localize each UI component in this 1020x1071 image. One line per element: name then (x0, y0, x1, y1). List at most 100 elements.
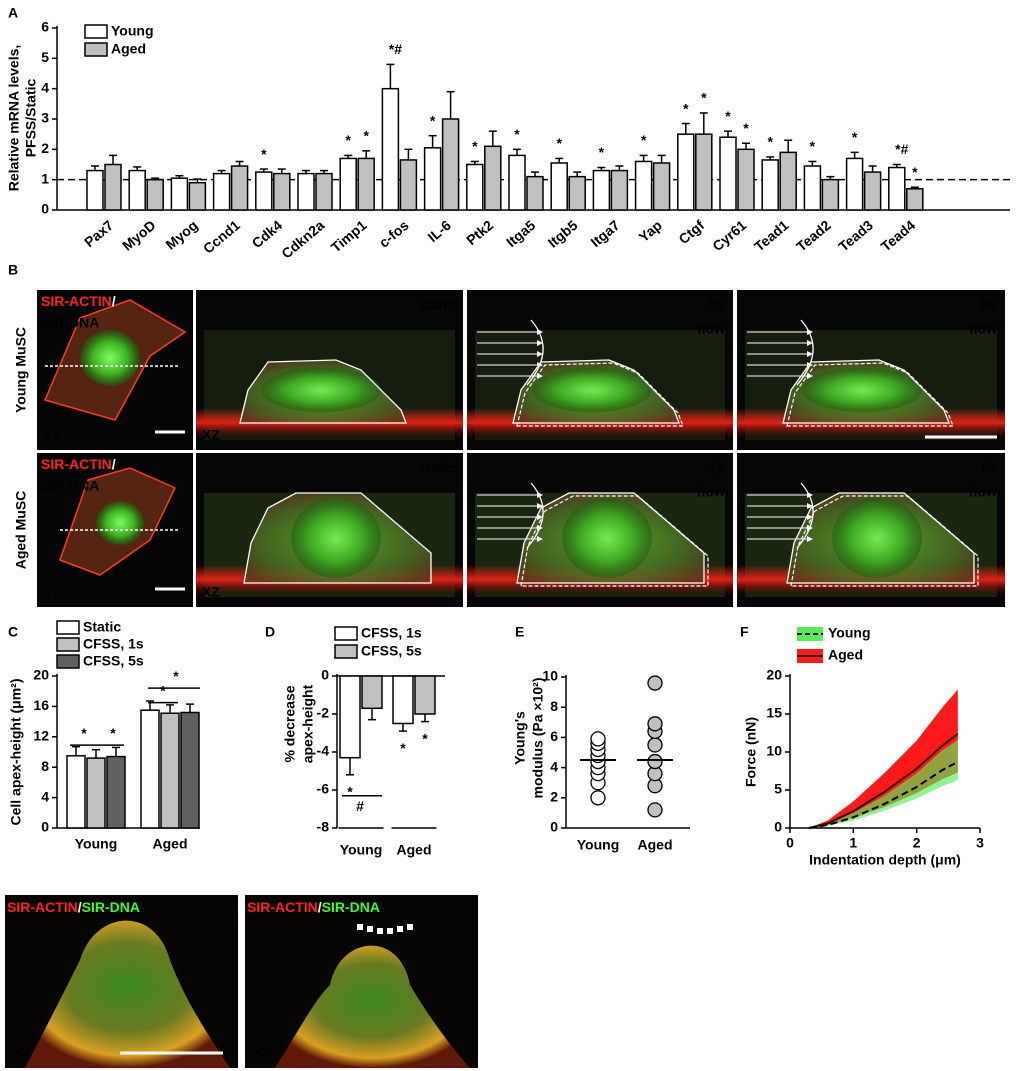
y-tick-label: 8 (550, 698, 558, 714)
data-point (647, 802, 663, 818)
apex-marker (407, 924, 413, 930)
x-axis-label: Indentation depth (μm) (809, 852, 961, 868)
significance-marker: * (345, 132, 351, 148)
flow-arrowhead (807, 373, 813, 379)
flow-profile (796, 482, 814, 549)
x-tick-label: Myog (162, 217, 200, 253)
panel-letter: A (8, 5, 18, 21)
legend-swatch (84, 24, 108, 39)
bar (863, 171, 882, 211)
bar (339, 157, 357, 211)
legend-label: CFSS, 1s (83, 636, 144, 652)
flow-profile (526, 482, 544, 549)
data-point (647, 737, 663, 753)
flow-arrowhead (537, 340, 543, 346)
x-tick-label: Itga7 (587, 217, 622, 250)
y-tick-label: 12 (33, 728, 49, 744)
bar (399, 159, 418, 211)
x-tick-label: Itga5 (503, 217, 538, 250)
bar (737, 148, 755, 211)
bar (466, 163, 484, 211)
stain-dna: SIR-DNA (322, 899, 380, 915)
significance-marker: * (767, 134, 773, 150)
bar (568, 175, 586, 211)
y-axis-label: apex-height (300, 684, 316, 763)
legend-label: CFSS, 5s (83, 653, 144, 669)
row-label: Young MuSC (13, 327, 29, 413)
significance-marker: * (400, 740, 406, 756)
bar (255, 171, 273, 211)
bar (66, 755, 86, 829)
nucleus (532, 368, 652, 412)
significance-marker: * (912, 164, 918, 180)
bar (423, 147, 442, 211)
bar (160, 712, 180, 829)
y-tick-label: 2 (550, 789, 558, 805)
flow-profile (526, 319, 544, 386)
bar (592, 169, 611, 211)
bar (106, 755, 126, 829)
nucleus (261, 368, 381, 412)
x-tick-label: Ctgf (675, 217, 707, 247)
y-tick-label: -2 (317, 705, 330, 721)
cell-outline-flow (516, 362, 684, 427)
x-tick-label: Ccnd1 (200, 217, 243, 257)
stain-actin: SIR-ACTIN (41, 293, 112, 309)
x-tick-label: Young (340, 842, 383, 858)
cell-body (275, 945, 470, 1068)
significance-marker: * (641, 132, 647, 148)
x-tick-label: Yap (636, 217, 665, 245)
bar (297, 172, 315, 211)
x-tick-label: 0 (786, 835, 794, 851)
nucleus (802, 368, 922, 412)
y-tick-label: 3 (41, 110, 49, 126)
data-point (647, 753, 663, 770)
significance-marker: * (701, 90, 707, 106)
apex-marker (357, 924, 363, 930)
confidence-band (809, 739, 958, 828)
condition-label: 1s (709, 460, 725, 476)
x-tick-label: Pax7 (81, 217, 116, 250)
y-tick-label: -6 (317, 781, 330, 797)
data-point (647, 675, 663, 691)
stain-label: SIR-ACTIN/ (41, 456, 116, 472)
y-tick-label: 0 (774, 819, 782, 835)
legend-swatch (334, 626, 358, 641)
legend-swatch (56, 637, 80, 652)
plane-label: XY (42, 427, 61, 443)
stain-label: SIR-ACTIN/ (41, 293, 116, 309)
x-tick-label: 3 (976, 835, 984, 851)
flow-arrowhead (537, 373, 543, 379)
annotation: # (356, 798, 364, 814)
y-tick-label: 15 (766, 705, 782, 721)
significance-marker: *# (895, 141, 908, 157)
x-tick-label: Tead3 (835, 217, 876, 255)
condition-label: 1s (709, 297, 725, 313)
y-tick-label: -8 (317, 819, 330, 835)
panel-letter: B (8, 262, 18, 278)
x-tick-label: Young (577, 837, 620, 853)
apex-marker (387, 928, 393, 934)
y-tick-label: -4 (317, 743, 330, 759)
cell-outline (512, 359, 680, 424)
annotation: * (173, 668, 179, 684)
legend-label: CFSS, 5s (361, 643, 422, 659)
cell-body (25, 920, 230, 1068)
x-tick-label: Cdk4 (249, 217, 286, 251)
bar (526, 175, 544, 211)
y-tick-label: 8 (41, 758, 49, 774)
data-point (590, 731, 606, 747)
flow-arrowhead (537, 503, 543, 509)
annotation: * (81, 725, 87, 741)
legend-swatch (56, 654, 80, 669)
significance-marker: * (725, 108, 731, 124)
x-tick-label: Itgb5 (545, 217, 581, 251)
x-tick-label: MyoD (119, 217, 158, 254)
y-tick-label: 2 (41, 140, 49, 156)
x-tick-label: IL-6 (425, 217, 455, 245)
significance-marker: * (261, 146, 267, 162)
y-axis-label: modulus (Pa ×10²) (530, 678, 546, 799)
flow-arrowhead (537, 536, 543, 542)
flow-arrowhead (807, 536, 813, 542)
stain-dna: SIR-DNA (82, 899, 140, 915)
